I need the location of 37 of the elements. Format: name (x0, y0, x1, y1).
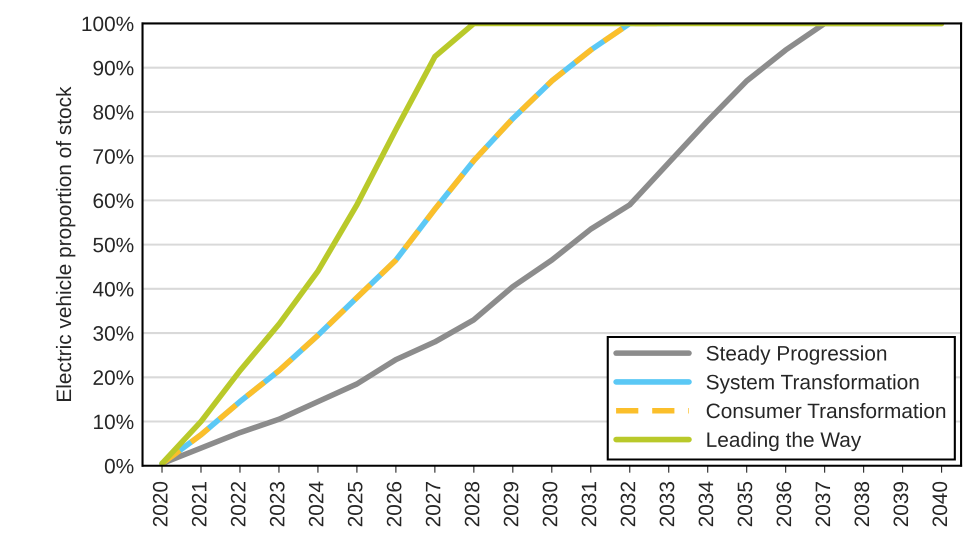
y-tick-label: 70% (94, 149, 134, 164)
y-tick-label: 0% (104, 458, 134, 474)
x-tick-label: 2030 (542, 482, 558, 526)
x-tick-label: 2032 (620, 482, 636, 526)
x-tick-label: 2035 (738, 482, 752, 526)
x-tick-label: 2034 (698, 482, 714, 526)
x-tick-label: 2025 (348, 482, 362, 526)
x-tick-label: 2036 (776, 482, 792, 526)
x-tick-label: 2031 (582, 482, 596, 526)
x-tick-label: 2021 (192, 482, 207, 526)
x-tick-label: 2027 (426, 482, 440, 526)
x-tick-label: 2037 (815, 482, 830, 526)
x-tick-label: 2022 (230, 482, 246, 526)
x-tick-label: 2040 (932, 482, 948, 526)
x-tick-label: 2033 (660, 482, 674, 526)
y-tick-label: 40% (92, 282, 134, 297)
x-tick-label: 2029 (504, 482, 518, 526)
y-tick-label: 50% (93, 238, 134, 252)
legend-label: Leading the Way (707, 432, 862, 452)
x-tick-label: 2028 (464, 482, 480, 526)
y-tick-label: 20% (94, 370, 134, 386)
y-tick-label: 30% (93, 326, 134, 341)
legend-label: Consumer Transformation (706, 402, 946, 418)
x-tick-label: 2026 (386, 482, 402, 526)
x-tick-label: 2024 (308, 482, 324, 526)
x-tick-label: 2039 (893, 482, 908, 526)
y-tick-label: 60% (94, 193, 134, 208)
x-tick-label: 2023 (270, 482, 285, 526)
y-tick-label: 90% (93, 60, 134, 76)
legend-label: Steady Progression (706, 345, 886, 365)
legend-label: System Transformation (706, 374, 919, 394)
y-tick-label: 80% (93, 104, 134, 120)
y-axis-title: Electric vehicle proportion of stock (56, 86, 76, 401)
x-tick-label: 2038 (854, 482, 870, 526)
x-tick-label: 2020 (152, 482, 168, 526)
y-tick-label: 10% (94, 414, 134, 430)
y-tick-label: 100% (82, 16, 134, 32)
